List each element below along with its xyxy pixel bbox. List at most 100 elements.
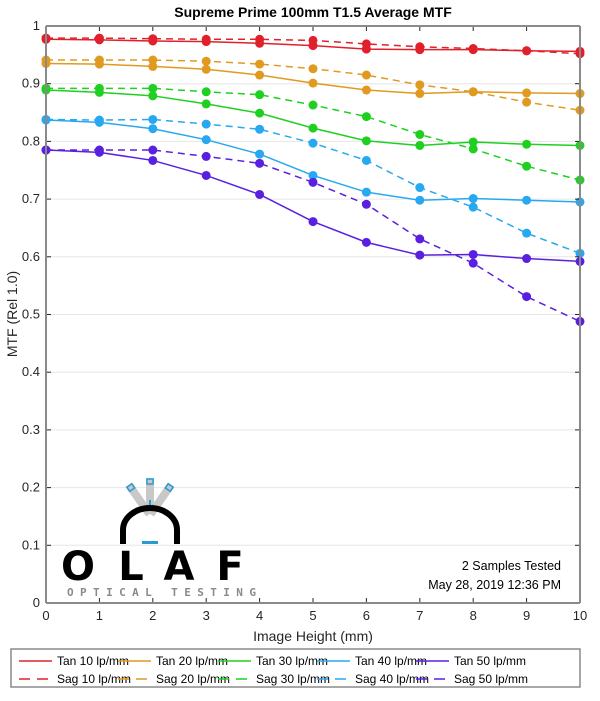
- chart-title: Supreme Prime 100mm T1.5 Average MTF: [174, 4, 452, 20]
- data-point: [468, 258, 478, 268]
- data-point: [415, 183, 425, 193]
- x-tick-label: 4: [256, 608, 263, 623]
- data-point: [522, 97, 532, 107]
- data-point: [361, 70, 371, 80]
- data-point: [308, 123, 318, 133]
- data-point: [201, 64, 211, 74]
- data-point: [415, 140, 425, 150]
- y-tick-label: 0.1: [22, 537, 40, 552]
- data-point: [255, 108, 265, 118]
- x-tick-label: 0: [42, 608, 49, 623]
- x-tick-label: 5: [309, 608, 316, 623]
- y-axis-label: MTF (Rel 1.0): [4, 271, 20, 357]
- data-point: [361, 187, 371, 197]
- data-point: [255, 34, 265, 44]
- data-point: [308, 100, 318, 110]
- data-point: [148, 34, 158, 44]
- samples-annotation: 2 Samples Tested: [462, 559, 561, 573]
- series-sag-10-lp-mm: [41, 33, 585, 59]
- data-point: [468, 44, 478, 54]
- data-point: [201, 170, 211, 180]
- series-tan-40-lp-mm: [41, 115, 585, 207]
- data-point: [522, 254, 532, 264]
- x-tick-label: 10: [573, 608, 587, 623]
- data-point: [468, 249, 478, 259]
- x-tick-label: 9: [523, 608, 530, 623]
- x-axis-label: Image Height (mm): [253, 628, 373, 644]
- y-tick-label: 0.3: [22, 422, 40, 437]
- series-tan-50-lp-mm: [41, 145, 585, 266]
- logo-arch: [120, 505, 180, 544]
- data-point: [255, 149, 265, 159]
- series-sag-30-lp-mm: [41, 83, 585, 185]
- data-point: [201, 34, 211, 44]
- data-point: [308, 217, 318, 227]
- legend-label: Sag 50 lp/mm: [454, 672, 528, 686]
- data-point: [361, 199, 371, 209]
- logo-letter-a: A: [164, 544, 195, 590]
- data-point: [308, 170, 318, 180]
- logo-dash: [142, 541, 158, 544]
- data-point: [468, 202, 478, 212]
- series-line: [46, 149, 581, 323]
- data-point: [94, 55, 104, 65]
- data-point: [255, 59, 265, 69]
- data-point: [148, 145, 158, 155]
- y-tick-label: 0.2: [22, 480, 40, 495]
- data-point: [415, 250, 425, 260]
- data-point: [522, 195, 532, 205]
- data-point: [415, 129, 425, 139]
- date-annotation: May 28, 2019 12:36 PM: [428, 578, 561, 592]
- data-point: [522, 228, 532, 238]
- data-point: [522, 161, 532, 171]
- y-tick-label: 1: [33, 18, 40, 33]
- y-tick-label: 0: [33, 595, 40, 610]
- axes: 00.10.20.30.40.50.60.70.80.910 1 2 3 4 5 6 7 8 9 1…: [22, 18, 587, 623]
- x-tick-label: 6: [363, 608, 370, 623]
- data-point: [148, 155, 158, 165]
- data-point: [415, 80, 425, 90]
- legend-label: Sag 30 lp/mm: [256, 672, 330, 686]
- data-point: [201, 56, 211, 66]
- data-point: [201, 99, 211, 109]
- data-point: [148, 83, 158, 93]
- data-point: [522, 88, 532, 98]
- data-point: [148, 124, 158, 134]
- data-point: [94, 33, 104, 43]
- data-point: [522, 292, 532, 302]
- data-point: [415, 234, 425, 244]
- data-point: [522, 139, 532, 149]
- olaf-logo: O L A F OPTICAL TESTING: [61, 478, 256, 599]
- data-point: [255, 70, 265, 80]
- legend-label: Sag 40 lp/mm: [355, 672, 429, 686]
- data-point: [468, 137, 478, 147]
- legend-label: Sag 20 lp/mm: [156, 672, 230, 686]
- data-point: [415, 89, 425, 99]
- data-point: [94, 83, 104, 93]
- legend-label: Tan 20 lp/mm: [156, 654, 228, 668]
- data-point: [361, 112, 371, 122]
- data-point: [255, 124, 265, 134]
- y-tick-label: 0.4: [22, 364, 40, 379]
- series-group: [41, 33, 585, 326]
- data-point: [522, 46, 532, 56]
- data-point: [94, 115, 104, 125]
- x-tick-label: 3: [203, 608, 210, 623]
- y-tick-label: 0.5: [22, 307, 40, 322]
- logo-letter-l: L: [118, 544, 144, 590]
- data-point: [148, 114, 158, 124]
- x-tick-label: 2: [149, 608, 156, 623]
- data-point: [255, 90, 265, 100]
- data-point: [361, 85, 371, 95]
- x-tick-label: 1: [96, 608, 103, 623]
- logo-letter-f: F: [216, 544, 243, 590]
- grid-lines: [46, 83, 580, 546]
- y-tick-label: 0.8: [22, 133, 40, 148]
- data-point: [361, 155, 371, 165]
- data-point: [255, 189, 265, 199]
- data-point: [415, 195, 425, 205]
- data-point: [148, 55, 158, 65]
- series-line: [45, 149, 581, 263]
- data-point: [468, 194, 478, 204]
